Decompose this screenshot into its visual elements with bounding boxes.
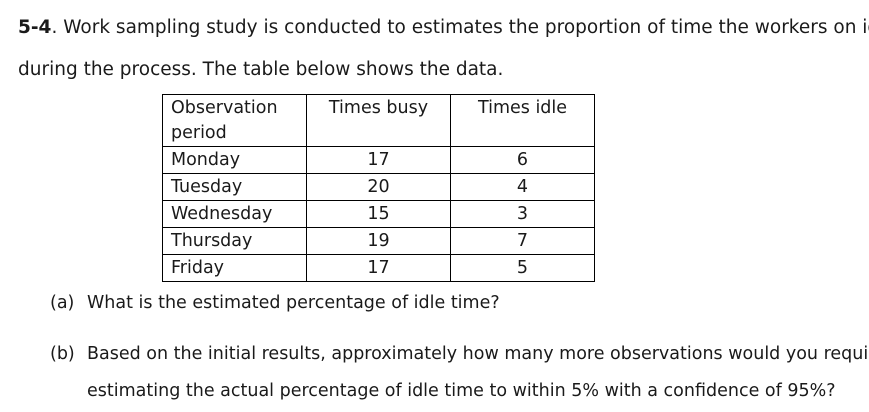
cell-day: Wednesday [162, 200, 307, 228]
cell-busy: 17 [306, 146, 451, 174]
question-b-text-1: Based on the initial results, approximat… [87, 344, 869, 364]
cell-day: Monday [162, 146, 307, 174]
cell-day: Tuesday [162, 173, 307, 201]
header-times-idle: Times idle [450, 94, 595, 147]
table-row: Friday 17 5 [162, 254, 595, 282]
table-row: Tuesday 20 4 [162, 173, 595, 201]
cell-idle: 3 [450, 200, 595, 228]
problem-statement-line-2: during the process. The table below show… [18, 59, 504, 80]
question-b: (b) Based on the initial results, approxi… [50, 344, 869, 364]
problem-text-1: . Work sampling study is conducted to es… [51, 17, 869, 38]
question-b-continuation: estimating the actual percentage of idle… [87, 381, 836, 401]
data-table: Observation period Times busy Times idle… [162, 94, 595, 282]
cell-busy: 19 [306, 227, 451, 255]
table-row: Wednesday 15 3 [162, 200, 595, 228]
cell-idle: 5 [450, 254, 595, 282]
cell-day: Friday [162, 254, 307, 282]
problem-statement-line-1: 5-4. Work sampling study is conducted to… [18, 17, 869, 38]
header-observation-period: Observation period [162, 94, 307, 147]
problem-number: 5-4 [18, 17, 52, 38]
cell-busy: 17 [306, 254, 451, 282]
header-times-busy: Times busy [306, 94, 451, 147]
table-row: Thursday 19 7 [162, 227, 595, 255]
cell-idle: 6 [450, 146, 595, 174]
question-a-text: What is the estimated percentage of idle… [87, 293, 500, 313]
cell-day: Thursday [162, 227, 307, 255]
table-header-row: Observation period Times busy Times idle [162, 94, 595, 147]
question-a: (a) What is the estimated percentage of i… [50, 293, 500, 313]
question-a-label: (a) [50, 293, 75, 313]
cell-idle: 7 [450, 227, 595, 255]
cell-idle: 4 [450, 173, 595, 201]
table-row: Monday 17 6 [162, 146, 595, 174]
cell-busy: 20 [306, 173, 451, 201]
question-b-label: (b) [50, 344, 75, 364]
cell-busy: 15 [306, 200, 451, 228]
